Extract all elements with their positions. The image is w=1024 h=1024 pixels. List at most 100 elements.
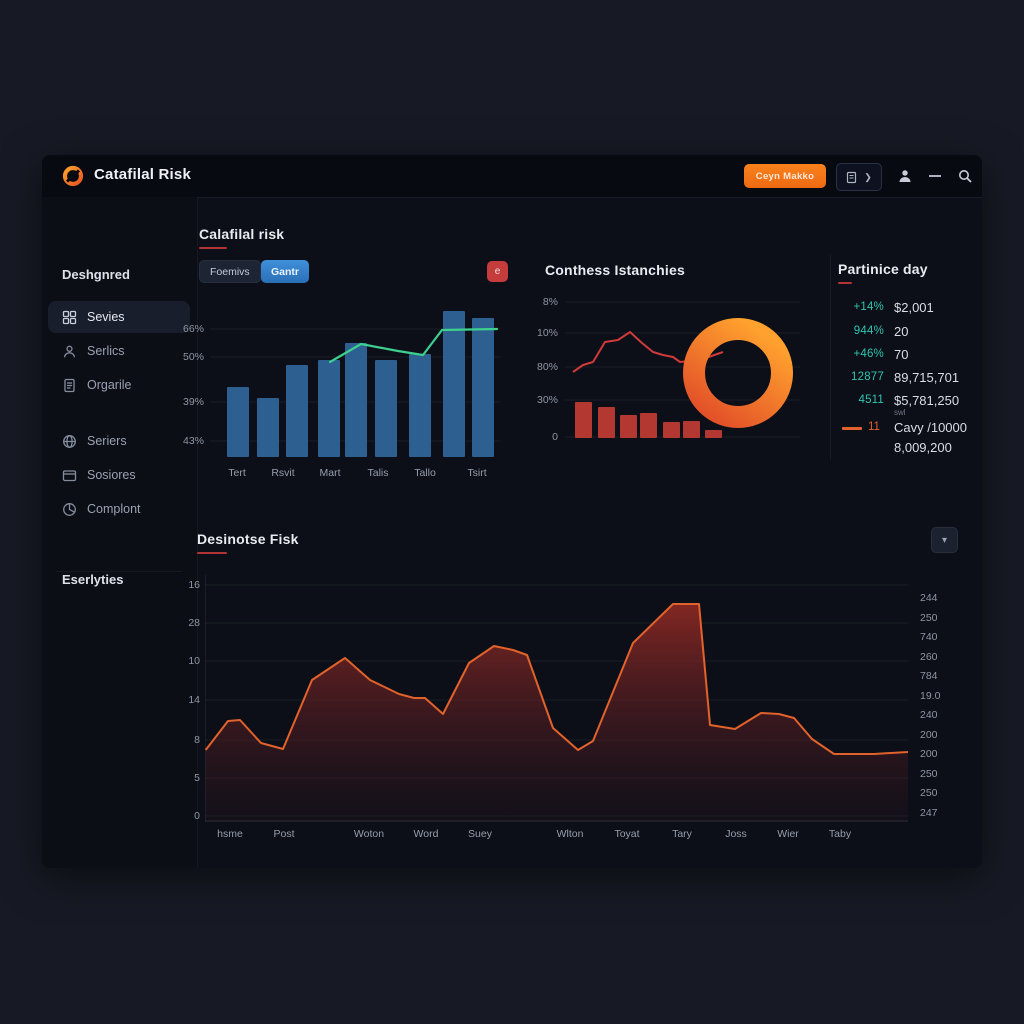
x-tick-label: Joss [725,828,747,840]
window-icon [62,468,77,483]
bar-segment[interactable] [409,354,431,457]
y-tick-label: 50% [182,351,204,363]
x-tick-label: Suey [468,828,492,840]
stats-panel-title: Partinice day [838,261,928,277]
x-tick-label: Tary [672,828,692,840]
stats-title-underline [838,282,852,284]
y-tick-label: 39% [182,396,204,408]
primary-action-button[interactable]: Ceyn Makko [744,164,826,188]
sidebar-footer-title: Eserlyties [62,572,124,587]
area-fill[interactable] [205,604,908,822]
x-tick-label: Toyat [614,828,640,840]
bar-segment[interactable] [318,360,340,457]
x-tick-label: hsme [217,828,243,840]
sidebar-item-serlics[interactable]: Serlics [48,335,190,367]
donut-ring[interactable] [683,318,793,428]
bar-segment[interactable] [598,407,615,438]
area-panel-title: Desinotse Fisk [197,531,299,547]
bar-segment[interactable] [640,413,657,438]
bar-segment[interactable] [227,387,249,457]
x-tick-label: Word [413,828,439,840]
tab-foemivs[interactable]: Foemivs [199,260,261,283]
area-title-underline [197,552,227,554]
sidebar-item-label: Complont [87,502,141,516]
bar-segment[interactable] [620,415,637,438]
stat-value: Cavy /10000 [894,420,967,435]
x-tick-label: Mart [319,467,341,479]
stat-value: 89,715,701 [894,370,960,385]
y-tick-label: 8% [542,296,558,308]
sidebar-divider [56,571,182,572]
user-icon[interactable] [896,167,914,185]
right-axis-label: 250 [920,787,938,799]
bar-segment[interactable] [257,398,279,457]
x-tick-label: Post [273,828,295,840]
panel-toggle-button[interactable]: ❯ [836,163,882,191]
y-tick-label: 30% [536,394,558,406]
right-axis-label: 200 [920,748,938,760]
x-tick-label: Rsvit [271,467,295,479]
area-chart [205,575,908,822]
risk-title-underline [199,247,227,249]
app-logo-icon [62,165,84,187]
bar-segment[interactable] [575,402,592,438]
sidebar-item-complont[interactable]: Complont [48,493,190,525]
y-tick-label: 0 [194,810,200,822]
bar-segment[interactable] [286,365,308,457]
user-icon [62,344,77,359]
minimize-icon[interactable] [926,167,944,185]
pie-icon [62,502,77,517]
right-axis-label: 19.0 [920,689,941,702]
sidebar-item-label: Orgarile [87,378,132,392]
grid-icon [62,310,77,325]
chevron-down-icon: ▾ [941,534,948,546]
dashboard-window: Catafilal Risk Ceyn Makko ❯ [42,155,982,868]
x-tick-label: Tsirt [467,467,487,479]
tab-gantr[interactable]: Gantr [261,260,310,283]
sidebar-item-label: Seriers [87,434,127,448]
right-axis-label: 784 [920,670,938,682]
sidebar-item-label: Sevies [87,310,125,324]
stat-delta: +14% [853,301,884,313]
x-tick-label: Woton [353,828,385,840]
stat-delta: +46% [853,348,884,360]
x-tick-label: Wlton [556,828,584,840]
bar-segment[interactable] [375,360,397,457]
stat-value: $5,781,250 [894,393,960,408]
sidebar-item-sevies[interactable]: Sevies [48,301,190,333]
bar-segment[interactable] [345,343,367,457]
bar-segment[interactable] [443,311,465,457]
alert-badge[interactable]: e [487,261,508,282]
sidebar-item-seriers[interactable]: Seriers [48,425,190,457]
top-bar: Catafilal Risk Ceyn Makko ❯ [42,155,982,198]
sidebar-item-orgarile[interactable]: Orgarile [48,369,190,401]
legend-dash [842,427,862,430]
bar-segment[interactable] [705,430,722,438]
bar-segment[interactable] [663,422,680,438]
y-tick-label: 43% [182,435,204,447]
chevron-right-icon: ❯ [864,171,872,182]
y-tick-label: 16 [188,579,200,591]
right-axis-label: 250 [920,767,938,780]
search-icon[interactable] [956,167,974,185]
stat-delta: 944% [853,325,884,337]
right-axis-label: 244 [920,592,938,604]
right-axis-label: 247 [920,806,938,819]
sidebar-item-sosiores[interactable]: Sosiores [48,459,190,491]
file-icon [62,378,77,393]
sidebar-item-label: Serlics [87,344,125,358]
sidebar: Deshgnred Sevies Serlics Orgarile Seriers So… [42,197,198,868]
x-tick-label: Wier [777,828,799,840]
chart-options-dropdown[interactable]: ▾ [931,527,958,553]
x-tick-label: Talis [367,467,389,479]
stat-sub-label: swl [894,408,906,417]
bar-segment[interactable] [472,318,494,457]
app-title: Catafilal Risk [94,166,192,183]
stat-value: 20 [894,324,909,339]
stat-delta: 4511 [858,394,884,406]
bar-segment[interactable] [683,421,700,438]
stat-value: $2,001 [894,300,934,315]
right-axis-label: 260 [920,650,938,663]
stat-delta: 11 [868,421,880,433]
